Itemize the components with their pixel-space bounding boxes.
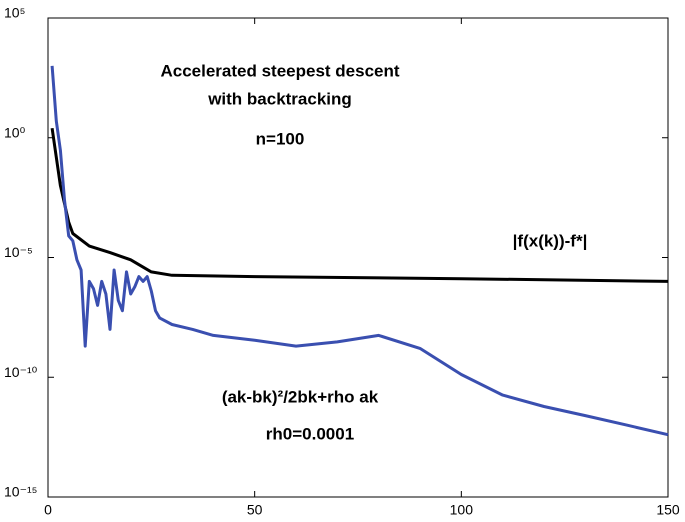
annotation: rh0=0.0001 (266, 424, 354, 443)
title: with backtracking (207, 89, 352, 108)
y-tick-label: 10⁰ (4, 124, 26, 140)
series-label: (ak-bk)²/2bk+rho ak (222, 387, 379, 406)
title: n=100 (256, 129, 305, 148)
plot-frame (47, 17, 669, 498)
x-tick-label: 150 (656, 502, 680, 518)
x-tick-label: 50 (247, 502, 263, 518)
series-line (50, 127, 669, 283)
x-tick-label: 100 (450, 502, 474, 518)
x-tick-label: 0 (44, 502, 52, 518)
y-tick-label: 10⁻¹⁰ (4, 364, 38, 380)
y-tick-label: 10⁻⁵ (4, 244, 33, 260)
y-tick-label: 10⁻¹⁵ (4, 484, 37, 500)
title: Accelerated steepest descent (160, 61, 399, 80)
series-line (50, 65, 669, 437)
y-tick-label: 10⁵ (4, 5, 25, 21)
series-label: |f(x(k))-f*| (513, 231, 588, 250)
